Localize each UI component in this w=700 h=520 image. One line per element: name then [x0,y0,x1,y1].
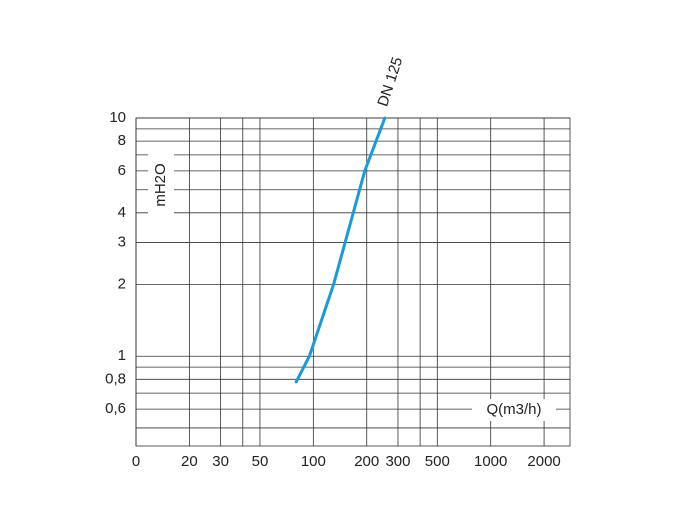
series-line [294,116,387,384]
y-axis-label: mH2O [152,163,169,206]
series-label: DN 125 [374,55,406,109]
y-tick-label: 6 [118,162,126,179]
x-tick-label: 300 [385,453,410,470]
y-tick-label: 4 [118,204,126,221]
x-tick-label: 30 [212,453,229,470]
plot-frame [135,117,571,447]
y-tick-label: 2 [118,275,126,292]
y-tick-label: 1 [118,347,126,364]
x-tick-label: 500 [425,453,450,470]
y-tick-label: 0,8 [105,370,126,387]
y-tick-label: 3 [118,234,126,251]
y-tick-label: 0,6 [105,400,126,417]
label-background [148,150,174,220]
label-background [472,399,556,421]
x-tick-label: 200 [354,453,379,470]
x-tick-label: 1000 [474,453,507,470]
y-tick-label: 10 [109,109,126,126]
x-tick-label: 20 [181,453,198,470]
x-tick-label: 50 [252,453,269,470]
y-tick-label: 8 [118,132,126,149]
x-tick-label: 100 [301,453,326,470]
x-tick-label: 2000 [527,453,560,470]
x-tick-label: 0 [132,453,140,470]
x-axis-label: Q(m3/h) [486,401,541,418]
